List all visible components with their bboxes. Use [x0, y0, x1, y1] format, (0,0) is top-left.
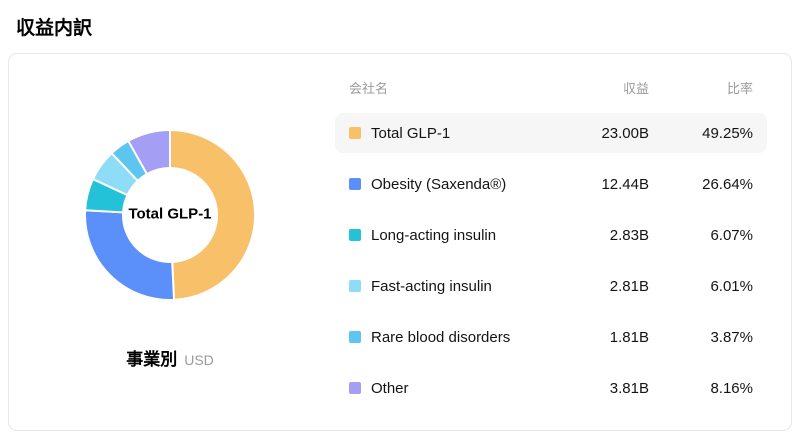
- legend-row-name: Long-acting insulin: [371, 226, 497, 244]
- legend-row-revenue: 23.00B: [601, 124, 649, 142]
- legend-row-revenue: 12.44B: [601, 175, 649, 193]
- legend-row-ratio: 8.16%: [710, 379, 753, 397]
- legend-row[interactable]: Other 3.81B 8.16%: [335, 368, 767, 408]
- revenue-breakdown-card: Total GLP-1 事業別 USD 会社名 収益 比率 Total GLP-…: [8, 53, 792, 431]
- legend-swatch: [349, 280, 361, 292]
- legend-swatch: [349, 229, 361, 241]
- chart-footer-unit: USD: [184, 351, 214, 368]
- legend-row[interactable]: Rare blood disorders 1.81B 3.87%: [335, 317, 767, 357]
- donut-chart-svg: [84, 128, 257, 301]
- header-revenue: 収益: [622, 81, 649, 96]
- legend-row-ratio: 49.25%: [702, 124, 753, 142]
- header-company-name: 会社名: [349, 81, 389, 96]
- legend-row[interactable]: Obesity (Saxenda®) 12.44B 26.64%: [335, 164, 767, 204]
- legend-row-name: Other: [371, 379, 409, 397]
- donut-center-label: Total GLP-1: [128, 205, 212, 223]
- chart-footer: 事業別 USD: [126, 345, 214, 370]
- legend-row-name: Obesity (Saxenda®): [371, 175, 507, 193]
- legend-row-revenue: 1.81B: [609, 328, 649, 346]
- legend-row-name: Rare blood disorders: [371, 328, 511, 346]
- legend-table: 会社名 収益 比率 Total GLP-1 23.00B 49.25% Obes…: [331, 54, 791, 430]
- donut-slice[interactable]: [126, 128, 171, 175]
- legend-row[interactable]: Total GLP-1 23.00B 49.25%: [335, 113, 767, 153]
- donut-slice[interactable]: [169, 128, 257, 301]
- legend-swatch: [349, 127, 361, 139]
- legend-table-header: 会社名 収益 比率: [335, 78, 767, 97]
- legend-swatch: [349, 178, 361, 190]
- legend-row-ratio: 3.87%: [710, 328, 753, 346]
- header-ratio: 比率: [726, 81, 753, 96]
- legend-row-ratio: 26.64%: [702, 175, 753, 193]
- donut-slice[interactable]: [84, 208, 176, 301]
- legend-row[interactable]: Long-acting insulin 2.83B 6.07%: [335, 215, 767, 255]
- legend-row-name: Fast-acting insulin: [371, 277, 492, 295]
- chart-column: Total GLP-1 事業別 USD: [9, 54, 331, 430]
- legend-row[interactable]: Fast-acting insulin 2.81B 6.01%: [335, 266, 767, 306]
- legend-swatch: [349, 331, 361, 343]
- chart-footer-label: 事業別: [126, 349, 178, 369]
- legend-row-ratio: 6.07%: [710, 226, 753, 244]
- legend-swatch: [349, 382, 361, 394]
- page-title: 収益内訳: [16, 18, 93, 39]
- legend-rows: Total GLP-1 23.00B 49.25% Obesity (Saxen…: [335, 113, 767, 419]
- donut-chart: Total GLP-1: [70, 115, 270, 315]
- legend-row-revenue: 2.83B: [609, 226, 649, 244]
- legend-row-revenue: 3.81B: [609, 379, 649, 397]
- legend-row-name: Total GLP-1: [371, 124, 451, 142]
- legend-row-revenue: 2.81B: [609, 277, 649, 295]
- legend-row-ratio: 6.01%: [710, 277, 753, 295]
